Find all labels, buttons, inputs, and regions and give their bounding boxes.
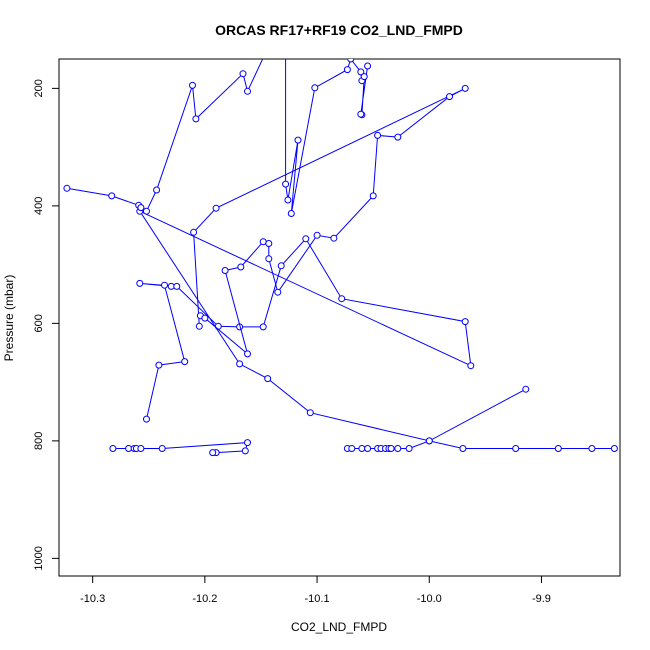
y-tick-label: 1000 bbox=[33, 546, 45, 570]
data-point bbox=[330, 234, 338, 242]
y-tick-label: 200 bbox=[33, 79, 45, 97]
data-point bbox=[239, 70, 247, 78]
data-point bbox=[155, 361, 163, 369]
data-point bbox=[153, 186, 161, 194]
series-3 bbox=[136, 207, 530, 445]
data-point bbox=[259, 238, 267, 246]
data-point bbox=[265, 240, 273, 247]
data-point bbox=[264, 375, 272, 383]
data-point bbox=[137, 204, 145, 212]
data-point bbox=[195, 322, 203, 330]
data-point bbox=[369, 192, 377, 200]
data-point bbox=[277, 262, 285, 270]
x-tick-label: -10.1 bbox=[305, 593, 330, 605]
series-1 bbox=[109, 439, 251, 457]
data-point bbox=[283, 7, 289, 13]
data-point bbox=[214, 322, 222, 330]
series-5 bbox=[63, 7, 372, 217]
data-point bbox=[357, 110, 365, 118]
data-point bbox=[394, 133, 402, 141]
data-point bbox=[189, 81, 196, 89]
x-tick-label: -9.9 bbox=[532, 593, 551, 605]
data-point bbox=[522, 385, 530, 393]
data-point bbox=[137, 445, 145, 452]
chart-title: ORCAS RF17+RF19 CO2_LND_FMPD bbox=[215, 22, 463, 38]
data-point bbox=[136, 279, 144, 287]
x-axis-label: CO2_LND_FMPD bbox=[291, 620, 387, 634]
data-point bbox=[190, 228, 198, 236]
data-point bbox=[109, 445, 117, 452]
data-point bbox=[244, 439, 251, 447]
y-tick-label: 400 bbox=[33, 197, 45, 215]
series-line bbox=[66, 59, 369, 214]
plot-frame bbox=[58, 58, 621, 577]
data-point bbox=[512, 445, 520, 452]
data-point bbox=[467, 362, 475, 370]
data-point bbox=[364, 445, 372, 452]
data-point bbox=[173, 282, 181, 290]
data-point bbox=[306, 409, 314, 417]
data-point bbox=[237, 263, 245, 271]
data-point bbox=[347, 59, 355, 63]
data-point bbox=[338, 295, 346, 303]
data-point bbox=[265, 255, 273, 263]
data-point bbox=[274, 288, 282, 296]
data-point bbox=[209, 449, 217, 457]
data-point bbox=[360, 73, 368, 81]
x-tick-label: -10.0 bbox=[417, 593, 442, 605]
series-2 bbox=[343, 437, 618, 452]
data-point bbox=[461, 84, 469, 92]
data-point bbox=[287, 210, 295, 217]
data-point bbox=[161, 281, 168, 289]
data-point bbox=[425, 437, 433, 445]
data-point bbox=[108, 192, 116, 200]
y-tick-label: 800 bbox=[33, 432, 45, 450]
data-point bbox=[302, 235, 310, 243]
series-layer bbox=[63, 7, 618, 457]
data-point bbox=[446, 93, 453, 101]
data-point bbox=[158, 445, 166, 452]
x-axis: -10.3 -10.2 -10.1 -10.0 -9.9 bbox=[80, 575, 551, 605]
data-point bbox=[610, 445, 618, 452]
data-point bbox=[63, 184, 71, 192]
data-point bbox=[405, 445, 413, 452]
data-point bbox=[588, 445, 596, 452]
data-point bbox=[358, 445, 366, 452]
data-point bbox=[236, 360, 244, 368]
data-point bbox=[343, 66, 351, 74]
y-tick-label: 600 bbox=[33, 314, 45, 332]
data-point bbox=[284, 196, 292, 204]
data-point bbox=[181, 358, 189, 366]
data-point bbox=[212, 204, 220, 212]
data-point bbox=[201, 314, 209, 322]
data-point bbox=[348, 445, 356, 452]
data-point bbox=[374, 131, 382, 139]
data-point bbox=[459, 445, 467, 452]
data-point bbox=[364, 62, 372, 70]
data-point bbox=[294, 136, 302, 144]
data-point bbox=[311, 84, 319, 92]
data-point bbox=[244, 87, 251, 95]
data-point bbox=[554, 445, 562, 452]
data-point bbox=[241, 447, 249, 455]
x-tick-label: -10.3 bbox=[80, 593, 105, 605]
data-point bbox=[394, 445, 402, 452]
x-tick-label: -10.2 bbox=[192, 593, 217, 605]
y-axis-label: Pressure (mbar) bbox=[2, 275, 16, 362]
data-point bbox=[244, 350, 251, 358]
y-axis: 200 400 600 800 1000 bbox=[33, 79, 60, 571]
data-point bbox=[387, 445, 395, 452]
data-point bbox=[282, 180, 290, 188]
series-4 bbox=[190, 84, 469, 358]
data-point bbox=[192, 115, 200, 123]
data-point bbox=[221, 267, 229, 274]
data-point bbox=[143, 415, 150, 423]
data-point bbox=[357, 68, 365, 76]
data-point bbox=[259, 323, 267, 331]
data-point bbox=[313, 231, 321, 239]
data-point bbox=[143, 207, 150, 215]
data-point bbox=[461, 318, 469, 326]
